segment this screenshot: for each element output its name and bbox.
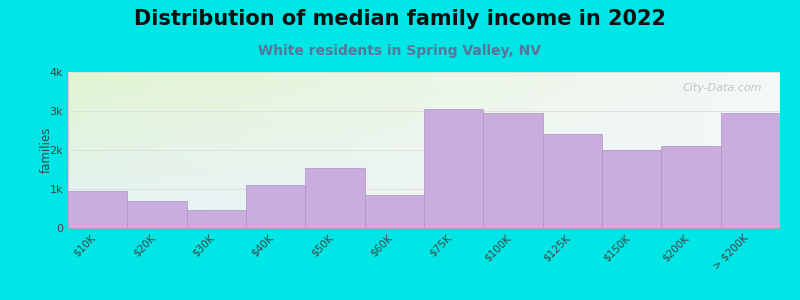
Bar — [424, 109, 483, 228]
Bar — [721, 113, 780, 228]
Text: City-Data.com: City-Data.com — [682, 83, 762, 93]
Y-axis label: families: families — [40, 127, 54, 173]
Bar — [483, 113, 542, 228]
Bar — [602, 150, 662, 228]
Bar — [662, 146, 721, 228]
Text: Distribution of median family income in 2022: Distribution of median family income in … — [134, 9, 666, 29]
Text: White residents in Spring Valley, NV: White residents in Spring Valley, NV — [258, 44, 542, 58]
Bar — [365, 195, 424, 228]
Bar — [246, 185, 306, 228]
Bar — [186, 211, 246, 228]
Bar — [306, 167, 365, 228]
Bar — [542, 134, 602, 228]
Bar — [68, 191, 127, 228]
Bar — [127, 201, 186, 228]
